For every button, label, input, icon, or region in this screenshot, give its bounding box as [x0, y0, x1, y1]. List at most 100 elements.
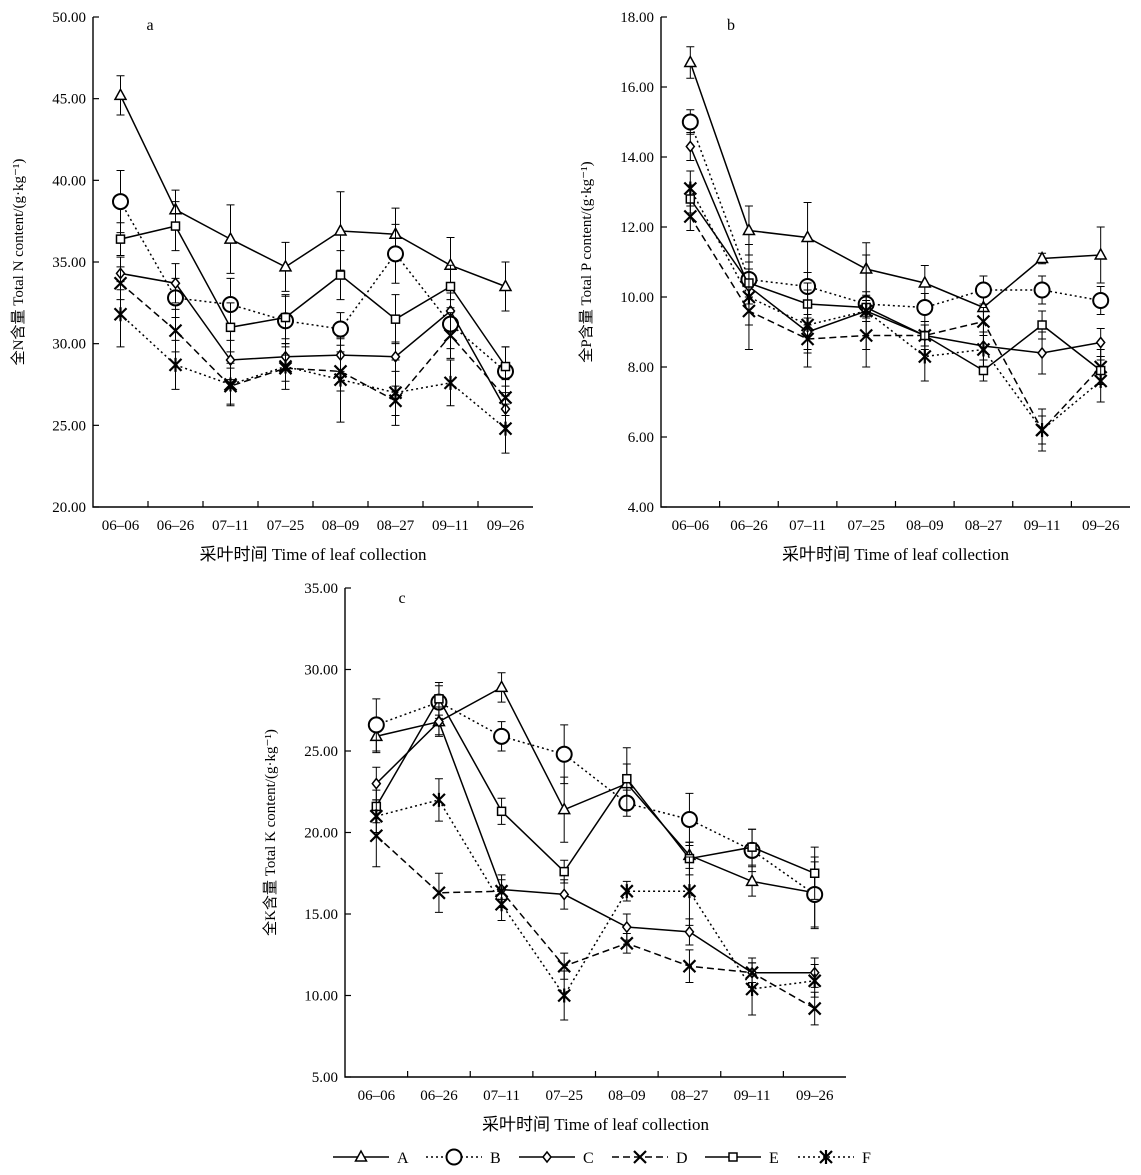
legend-label: C: [583, 1150, 594, 1167]
x-axis-title: 采叶时间 Time of leaf collection: [200, 545, 427, 564]
data-point: [747, 842, 757, 852]
y-tick-label: 35.00: [304, 581, 338, 597]
y-tick-label: 10.00: [620, 290, 654, 306]
chart-panel-c: 5.00 10.00 15.00 20.00 25.00 30.00 35.00 06–06 0…: [261, 581, 846, 1134]
x-tick-label: 07–11: [212, 518, 249, 534]
series-line: [376, 701, 816, 896]
y-tick-label: 40.00: [52, 173, 86, 189]
series-a: [683, 46, 1108, 333]
data-point: [557, 988, 571, 1003]
y-tick-label: 18.00: [620, 10, 654, 26]
data-point: [807, 973, 822, 988]
data-point: [432, 792, 446, 807]
data-point: [223, 231, 238, 244]
data-point: [112, 193, 129, 211]
series-line: [119, 201, 506, 372]
y-tick-label: 8.00: [628, 360, 654, 376]
data-point: [555, 745, 573, 763]
series-line: [375, 720, 815, 974]
axes: [344, 588, 846, 1078]
x-tick-label: 07–11: [789, 518, 826, 534]
data-point: [683, 181, 698, 196]
legend-marker: [819, 1150, 833, 1164]
panel-label: a: [146, 17, 153, 34]
series-line: [689, 198, 1102, 372]
series-line: [120, 282, 507, 402]
data-point: [432, 886, 446, 900]
data-point: [745, 981, 759, 996]
y-tick-label: 35.00: [52, 255, 86, 271]
data-point: [559, 866, 569, 877]
x-tick-label: 08–27: [377, 518, 415, 534]
x-tick-label: 08–09: [608, 1088, 646, 1104]
data-point: [918, 275, 932, 288]
data-point: [978, 365, 989, 376]
legend-label: E: [769, 1150, 779, 1167]
data-point: [1093, 247, 1108, 260]
panel-label: b: [727, 17, 735, 34]
data-point: [1092, 292, 1110, 309]
series-line: [120, 272, 507, 410]
y-tick-label: 5.00: [312, 1070, 338, 1086]
data-point: [807, 1001, 822, 1016]
chart-panel-a: 20.00 25.00 30.00 35.00 40.00 45.00 50.00 06–06…: [9, 10, 533, 564]
x-tick-label: 06–26: [730, 518, 768, 534]
data-point: [620, 884, 634, 899]
data-point: [680, 810, 698, 828]
y-tick-label: 30.00: [304, 663, 338, 679]
data-point: [745, 873, 759, 887]
x-tick-label: 06–26: [157, 518, 195, 534]
x-tick-label: 06–06: [672, 518, 710, 534]
data-point: [433, 715, 444, 728]
y-axis-title: 全P含量 Total P content/(g·kg⁻¹): [577, 161, 595, 362]
data-point: [974, 281, 992, 299]
series-line: [689, 188, 1102, 432]
data-point: [496, 806, 507, 817]
data-point: [390, 314, 401, 324]
y-tick-label: 25.00: [52, 418, 86, 434]
data-point: [494, 897, 509, 912]
x-tick-label: 09–26: [1082, 518, 1120, 534]
data-point: [809, 868, 820, 878]
data-point: [367, 716, 385, 734]
legend-item-a: A: [333, 1149, 409, 1167]
x-tick-label: 08–09: [322, 518, 360, 534]
x-tick-label: 08–27: [965, 518, 1003, 534]
data-point: [278, 259, 293, 272]
data-point: [1033, 281, 1051, 299]
data-point: [682, 959, 697, 973]
data-point: [223, 377, 238, 392]
data-point: [500, 361, 511, 372]
data-point: [168, 357, 183, 372]
series-line: [689, 146, 1101, 354]
data-point: [498, 390, 513, 405]
data-point: [115, 234, 126, 244]
data-point: [557, 959, 571, 973]
x-tick-label: 07–25: [847, 518, 885, 534]
data-point: [684, 925, 695, 939]
data-point: [388, 385, 403, 400]
legend-label: F: [862, 1150, 871, 1167]
x-tick-label: 09–11: [734, 1088, 771, 1104]
y-tick-label: 25.00: [304, 744, 338, 760]
legend-item-b: B: [426, 1148, 501, 1167]
series-line: [689, 216, 1102, 432]
data-point: [685, 140, 696, 153]
data-point: [976, 342, 991, 357]
data-point: [683, 54, 698, 68]
data-point: [559, 888, 570, 901]
y-tick-label: 20.00: [52, 500, 86, 516]
axes: [92, 17, 533, 508]
series-line: [375, 697, 815, 874]
y-tick-label: 15.00: [304, 907, 338, 923]
x-tick-label: 07–11: [483, 1088, 520, 1104]
data-point: [682, 884, 697, 899]
data-point: [916, 299, 934, 316]
series-e: [115, 201, 511, 387]
data-point: [1093, 374, 1108, 388]
x-tick-label: 07–25: [545, 1088, 583, 1104]
data-point: [621, 920, 632, 934]
data-point: [369, 809, 384, 824]
data-point: [681, 113, 699, 131]
x-tick-label: 07–25: [267, 518, 305, 534]
